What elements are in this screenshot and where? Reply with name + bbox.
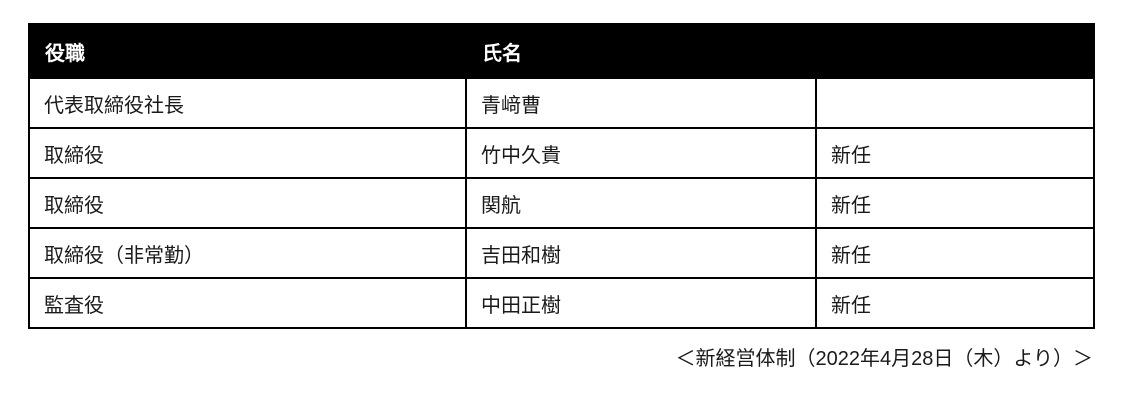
cell-note: 新任 <box>815 227 1095 279</box>
officer-table-container: 役職 氏名 代表取締役社長 青﨑曹 取締役 竹中久貴 新任 取締役 関航 新任 <box>28 23 1095 329</box>
table-row: 監査役 中田正樹 新任 <box>28 277 1095 329</box>
cell-name: 青﨑曹 <box>465 77 817 129</box>
officer-table: 役職 氏名 代表取締役社長 青﨑曹 取締役 竹中久貴 新任 取締役 関航 新任 <box>28 23 1095 329</box>
cell-position: 代表取締役社長 <box>28 77 467 129</box>
header-cell-position: 役職 <box>28 23 467 79</box>
header-cell-name: 氏名 <box>465 23 817 79</box>
cell-name: 中田正樹 <box>465 277 817 329</box>
cell-note: 新任 <box>815 177 1095 229</box>
table-row: 代表取締役社長 青﨑曹 <box>28 77 1095 129</box>
cell-note: 新任 <box>815 277 1095 329</box>
table-row: 取締役 関航 新任 <box>28 177 1095 229</box>
cell-position: 取締役（非常勤） <box>28 227 467 279</box>
cell-note: 新任 <box>815 127 1095 179</box>
table-caption: ＜新経営体制（2022年4月28日（木）より）＞ <box>675 348 1093 370</box>
cell-note <box>815 77 1095 129</box>
cell-position: 監査役 <box>28 277 467 329</box>
table-header-row: 役職 氏名 <box>28 23 1095 79</box>
table-row: 取締役（非常勤） 吉田和樹 新任 <box>28 227 1095 279</box>
cell-position: 取締役 <box>28 127 467 179</box>
table-row: 取締役 竹中久貴 新任 <box>28 127 1095 179</box>
cell-name: 竹中久貴 <box>465 127 817 179</box>
cell-name: 関航 <box>465 177 817 229</box>
cell-name: 吉田和樹 <box>465 227 817 279</box>
cell-position: 取締役 <box>28 177 467 229</box>
header-cell-note <box>815 23 1095 79</box>
